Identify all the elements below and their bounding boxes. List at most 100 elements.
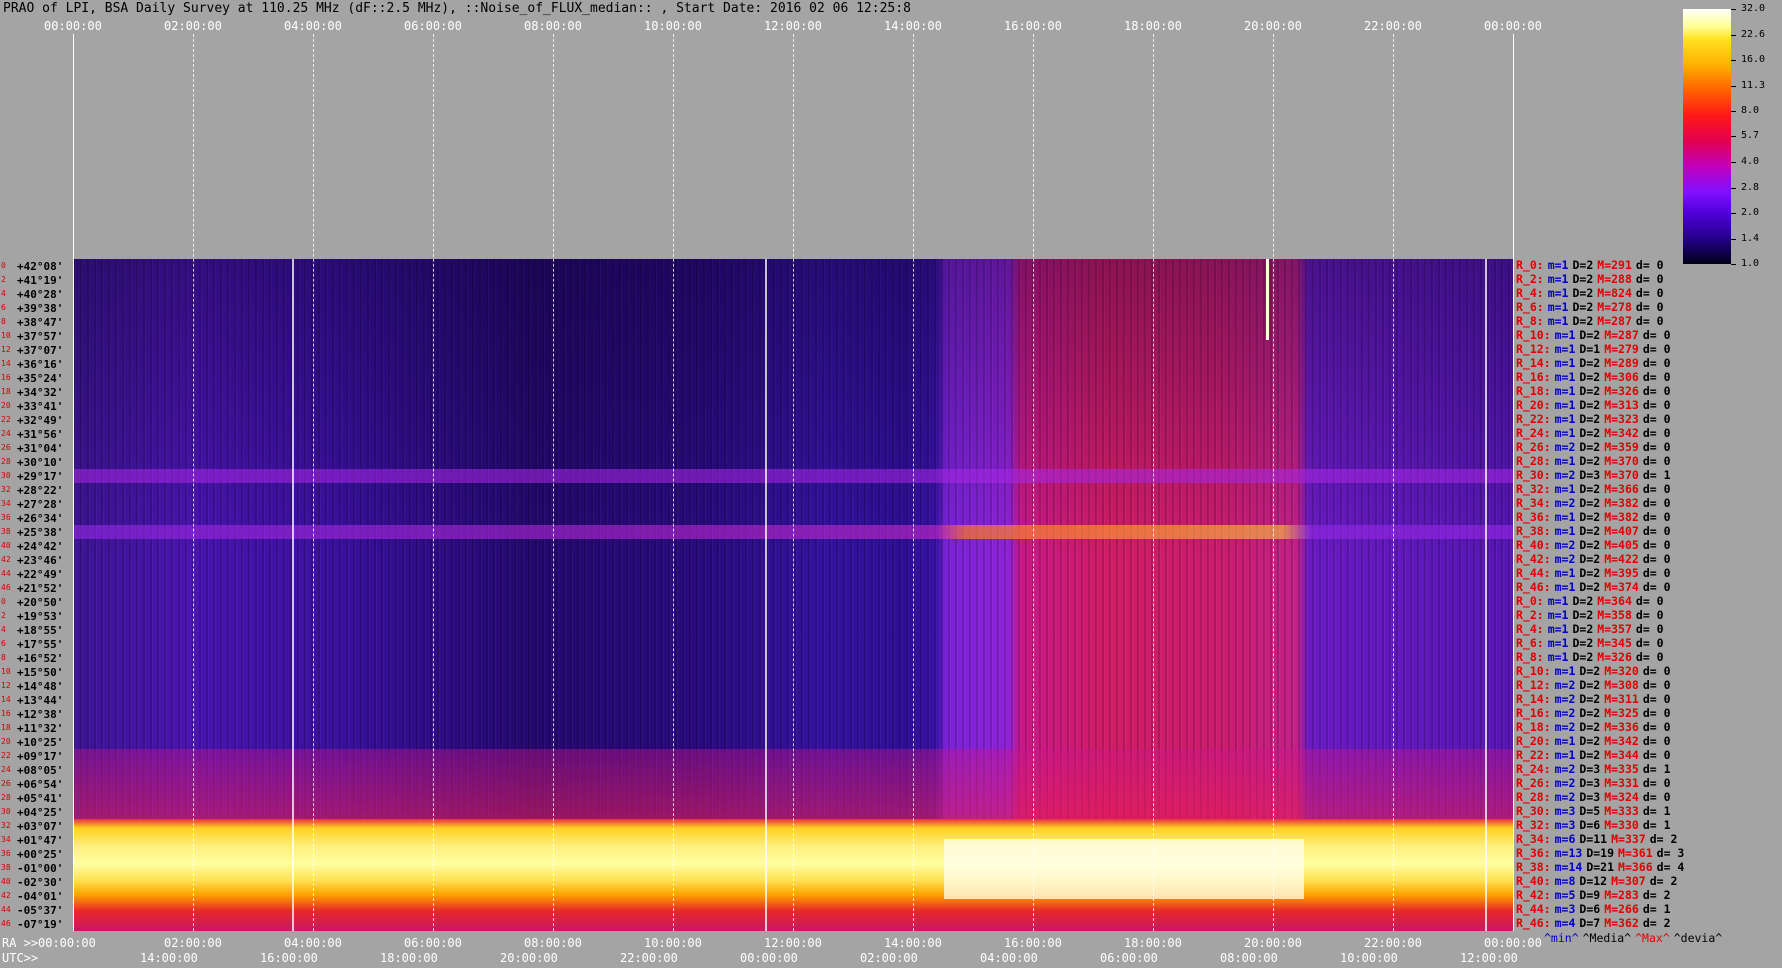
declination-label: +27°28' (17, 498, 64, 511)
colorbar-tick-label: 1.0 (1741, 258, 1760, 269)
row-number: 18 (1, 723, 11, 732)
declination-label: +06°54' (17, 778, 64, 791)
stat-d: d= 0 (1642, 482, 1671, 496)
declination-label: +38°47' (17, 316, 64, 329)
row-stats: R_26: m=2 D=2 M=359 d= 0 (1516, 440, 1675, 454)
stat-d: d= 0 (1642, 384, 1671, 398)
colorbar (1683, 9, 1731, 264)
stat-m: m=1 (1547, 594, 1569, 608)
stat-d: D=2 (1579, 748, 1601, 762)
stat-m: M=278 (1597, 300, 1632, 314)
stat-d: d= 0 (1642, 748, 1671, 762)
row-stats: R_44: m=3 D=6 M=266 d= 1 (1516, 903, 1675, 916)
stat-d: D=2 (1572, 594, 1594, 608)
grid-line (433, 34, 434, 931)
declination-label: +25°38' (17, 526, 64, 539)
row-number: 32 (1, 821, 11, 830)
top-tick-label: 02:00:00 (164, 19, 222, 33)
stat-m: M=366 (1604, 482, 1639, 496)
row-stats: R_8: m=1 D=2 M=326 d= 0 (1516, 650, 1668, 664)
declination-label: +41°19' (17, 274, 64, 287)
stat-m: M=407 (1604, 524, 1639, 538)
stat-m: m=1 (1547, 286, 1569, 300)
colorbar-tick (1731, 135, 1736, 137)
row-number: 10 (1, 331, 11, 340)
row-number: 12 (1, 345, 11, 354)
stats-legend: ^min^ ^Media^ ^Max^ ^devia^ (1544, 932, 1726, 945)
declination-label: +01°47' (17, 834, 64, 847)
declination-label: +12°38' (17, 708, 64, 721)
declination-label: +05°41' (17, 792, 64, 805)
stat-d: D=3 (1579, 468, 1601, 482)
stat-r: R_14: (1516, 692, 1551, 706)
stat-d: d= 0 (1642, 664, 1671, 678)
declination-label: +18°55' (17, 624, 64, 637)
utc-tick-label: 18:00:00 (380, 951, 438, 965)
declination-label: +30°10' (17, 456, 64, 469)
row-number: 32 (1, 485, 11, 494)
rfi-line (1485, 259, 1487, 931)
declination-label: +22°49' (17, 568, 64, 581)
colorbar-tick-label: 1.4 (1741, 233, 1760, 245)
stat-m: m=2 (1554, 720, 1576, 734)
stat-m: m=1 (1547, 650, 1569, 664)
stat-m: m=2 (1554, 468, 1576, 482)
stat-r: R_28: (1516, 454, 1551, 468)
declination-label: +26°34' (17, 512, 64, 525)
colorbar-tick-label: 5.7 (1741, 129, 1760, 141)
stat-m: M=308 (1604, 678, 1639, 692)
row-number: 26 (1, 779, 11, 788)
row-stats: R_10: m=1 D=2 M=287 d= 0 (1516, 329, 1675, 342)
row-number: 24 (1, 765, 11, 774)
stat-m: m=1 (1554, 566, 1576, 580)
row-stats: R_6: m=1 D=2 M=278 d= 0 (1516, 300, 1668, 314)
stat-m: M=361 (1618, 846, 1653, 860)
stat-d: d= 0 (1642, 734, 1671, 748)
row-number: 14 (1, 359, 11, 368)
declination-label: -01°00' (17, 862, 64, 875)
stat-m: m=1 (1554, 398, 1576, 412)
stat-m: M=366 (1618, 860, 1653, 874)
stat-d: d= 1 (1642, 804, 1671, 818)
declination-label: +37°57' (17, 330, 64, 343)
declination-label: +42°08' (17, 260, 64, 273)
row-number: 36 (1, 849, 11, 858)
stat-d: d= 0 (1635, 608, 1664, 622)
declination-label: +16°52' (17, 652, 64, 665)
stat-r: R_16: (1516, 706, 1551, 720)
stat-d: D=11 (1579, 832, 1608, 846)
stat-d: d= 2 (1649, 832, 1678, 846)
stat-m: M=287 (1597, 314, 1632, 328)
ra-tick-label: 00:00:00 (38, 936, 96, 950)
colorbar-tick (1731, 85, 1736, 87)
row-stats: R_14: m=2 D=2 M=311 d= 0 (1516, 692, 1675, 706)
stat-d: D=2 (1579, 412, 1601, 426)
row-stats: R_20: m=1 D=2 M=342 d= 0 (1516, 734, 1675, 748)
declination-label: +08°05' (17, 764, 64, 777)
stat-d: D=2 (1572, 272, 1594, 286)
row-number: 26 (1, 443, 11, 452)
stat-m: m=1 (1554, 748, 1576, 762)
stat-d: D=2 (1579, 664, 1601, 678)
stat-d: D=2 (1579, 454, 1601, 468)
stat-r: R_26: (1516, 440, 1551, 454)
declination-label: +31°04' (17, 442, 64, 455)
utc-tick-label: 00:00:00 (740, 951, 798, 965)
stat-d: d= 0 (1635, 622, 1664, 636)
utc-tick-label: 14:00:00 (140, 951, 198, 965)
stat-d: D=7 (1579, 916, 1601, 930)
stat-d: D=2 (1572, 314, 1594, 328)
top-tick-label: 10:00:00 (644, 19, 702, 33)
stat-m: m=1 (1547, 272, 1569, 286)
stat-m: m=2 (1554, 678, 1576, 692)
stat-m: m=1 (1554, 482, 1576, 496)
stat-m: m=1 (1554, 342, 1576, 356)
row-number: 24 (1, 429, 11, 438)
ra-tick-label: 00:00:00 (1484, 936, 1542, 950)
stat-d: d= 2 (1642, 888, 1671, 902)
stat-m: m=1 (1547, 608, 1569, 622)
stat-r: R_12: (1516, 678, 1551, 692)
row-number: 8 (1, 653, 6, 662)
row-number: 46 (1, 919, 11, 928)
